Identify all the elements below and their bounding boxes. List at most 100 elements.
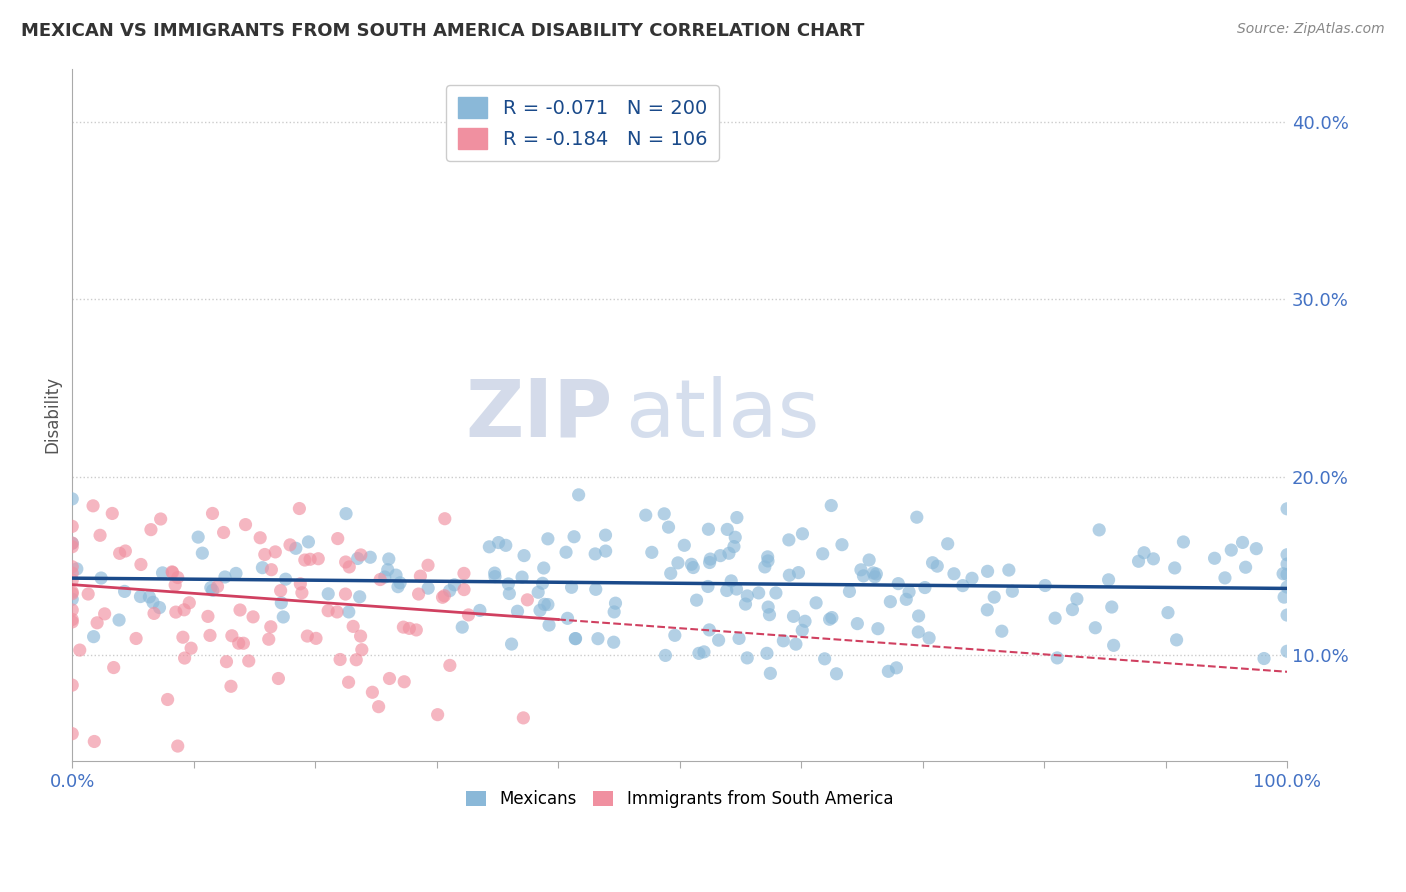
Point [585,582,607,597]
Point [165,578,187,592]
Point [936,537,959,551]
Point [392,620,415,634]
Point [267,672,290,686]
Point [173,651,195,665]
Point [564,632,586,646]
Point [82,499,104,513]
Point [1128,554,1150,568]
Point [735,651,758,665]
Point [1157,606,1180,620]
Point [820,499,842,513]
Point [561,580,583,594]
Point [83,734,105,748]
Point [60,615,83,629]
Point [200,581,222,595]
Point [1164,561,1187,575]
Point [453,566,475,581]
Point [337,675,360,690]
Point [221,629,243,643]
Point [720,574,742,588]
Point [778,533,800,547]
Point [512,711,534,725]
Point [129,558,152,572]
Point [329,652,352,666]
Point [529,603,551,617]
Point [818,612,841,626]
Point [316,587,339,601]
Point [172,630,194,644]
Point [385,568,408,582]
Text: ZIP: ZIP [465,376,613,454]
Point [716,583,738,598]
Point [60,592,83,607]
Point [342,619,364,633]
Point [1246,541,1268,556]
Point [605,596,627,610]
Point [927,559,949,574]
Point [983,590,1005,604]
Point [1275,644,1298,658]
Point [60,585,83,599]
Point [918,631,941,645]
Point [654,648,676,663]
Point [139,523,162,537]
Point [748,586,770,600]
Point [765,586,787,600]
Point [697,522,720,536]
Point [219,679,242,693]
Point [478,540,501,554]
Point [707,633,730,648]
Point [149,512,172,526]
Point [673,538,696,552]
Point [555,545,578,559]
Point [212,525,235,540]
Point [264,545,287,559]
Point [952,579,974,593]
Point [595,544,617,558]
Point [60,603,83,617]
Point [387,580,409,594]
Point [225,566,247,581]
Point [1001,584,1024,599]
Point [160,565,183,579]
Point [1046,651,1069,665]
Point [349,629,371,643]
Point [433,512,456,526]
Point [166,570,188,584]
Point [905,510,928,524]
Point [914,581,936,595]
Point [602,635,624,649]
Point [93,607,115,621]
Point [516,592,538,607]
Point [367,699,389,714]
Point [1142,551,1164,566]
Point [60,678,83,692]
Point [108,546,131,560]
Point [659,566,682,581]
Point [527,585,550,599]
Point [60,573,83,587]
Point [305,632,328,646]
Point [378,552,401,566]
Point [858,553,880,567]
Point [101,507,124,521]
Point [1043,611,1066,625]
Point [346,551,368,566]
Point [664,628,686,642]
Point [316,604,339,618]
Point [734,597,756,611]
Point [887,576,910,591]
Point [253,548,276,562]
Point [1133,546,1156,560]
Point [77,587,100,601]
Point [1097,573,1119,587]
Point [785,637,807,651]
Point [1253,651,1275,665]
Point [60,587,83,601]
Point [90,571,112,585]
Point [603,605,626,619]
Point [201,507,224,521]
Point [1275,608,1298,623]
Point [270,596,292,610]
Point [991,624,1014,639]
